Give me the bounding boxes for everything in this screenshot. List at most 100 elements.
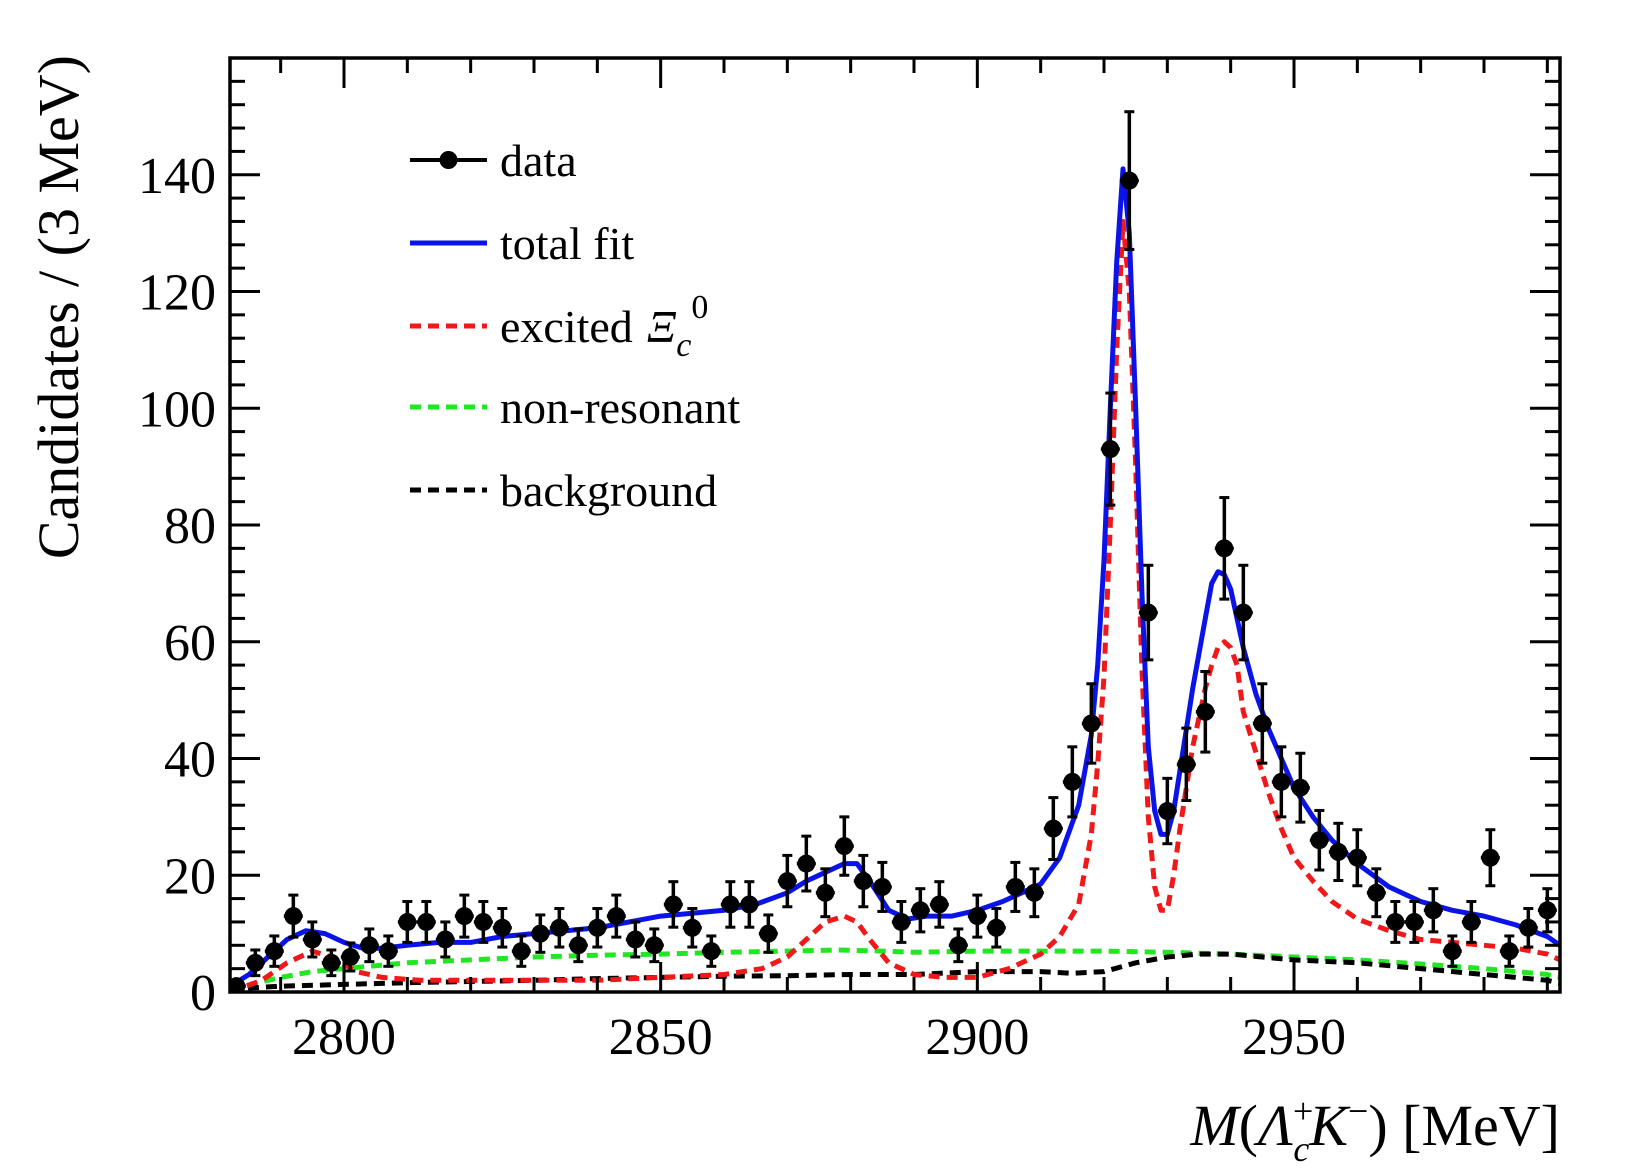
data-marker [341,947,360,966]
data-point [1062,745,1082,819]
fit-curves [230,166,1560,992]
data-point [1043,796,1063,861]
x-tick-label: 2800 [292,1009,396,1066]
legend-label: total fit [500,218,634,269]
data-marker [1272,772,1291,791]
data-point [1423,887,1443,934]
data-marker [1500,942,1519,961]
data-marker [892,912,911,931]
data-point [929,880,949,929]
data-marker [759,924,778,943]
data-marker [778,872,797,891]
data-point [1100,391,1120,507]
legend-item-excited: excited Ξc0 [410,289,708,364]
legend-item-nonres: non-resonant [410,382,740,433]
data-marker [1158,802,1177,821]
data-point [435,920,455,959]
data-marker [1025,883,1044,902]
data-marker [436,930,455,949]
data-point [264,934,284,968]
y-tick-label: 40 [164,732,216,789]
data-marker [816,883,835,902]
data-point [663,880,683,929]
data-point [1271,745,1291,819]
data-marker [721,895,740,914]
legend: data total fit excited Ξc0 non-resonant backg… [410,135,740,516]
data-point [606,893,626,939]
data-marker [230,977,246,992]
data-marker [626,930,645,949]
data-marker [493,918,512,937]
data-point [378,934,398,968]
data-marker [873,877,892,896]
data-marker [1120,171,1139,190]
data-point [834,815,854,877]
curve-excited [230,219,1560,992]
y-tick-label: 20 [164,848,216,905]
data-point [625,920,645,959]
data-marker [949,936,968,955]
data-point [644,927,664,964]
legend-label: data [500,135,577,186]
x-tick-label: 2850 [609,1009,713,1066]
data-marker [854,872,873,891]
data-marker [683,918,702,937]
data-marker [702,942,721,961]
data-marker [1405,912,1424,931]
data-point [1309,808,1329,872]
y-tick-label: 140 [138,148,216,205]
data-marker [797,854,816,873]
curve-nonres [230,947,1560,992]
data-marker [1538,901,1557,920]
data-point [416,900,436,944]
data-point [1081,682,1101,765]
y-tick-label: 60 [164,615,216,672]
data-point [1480,828,1500,888]
data-point [302,920,322,959]
data-marker [1481,848,1500,867]
data-marker [1253,714,1272,733]
data-point [1138,563,1158,662]
data-marker [322,953,341,972]
data-point [1366,867,1386,919]
data-point [720,880,740,929]
x-tick-label: 2900 [925,1009,1029,1066]
legend-label: excited Ξc0 [500,289,708,364]
data-point [397,900,417,944]
data-point [473,900,493,944]
data-marker [1196,702,1215,721]
data-point [777,853,797,909]
data-point [948,927,968,964]
data-point [815,867,835,919]
data-marker [512,942,531,961]
data-marker [664,895,683,914]
data-point [359,927,379,964]
data-point [1461,900,1481,944]
data-point [1214,496,1234,601]
data-point [1499,934,1519,968]
data-point [1347,828,1367,888]
data-marker [569,936,588,955]
data-marker [417,912,436,931]
data-point [245,948,265,978]
data-point [530,913,550,954]
data-marker [379,942,398,961]
data-marker [740,895,759,914]
plot-area [230,110,1560,992]
data-marker [474,912,493,931]
data-points [230,110,1557,992]
data-point [853,853,873,909]
data-point [1252,682,1272,765]
data-marker [588,918,607,937]
data-marker [930,895,949,914]
data-marker [835,837,854,856]
data-marker [1177,755,1196,774]
y-tick-label: 80 [164,498,216,555]
data-point [1404,900,1424,944]
axis-ticks [230,56,1560,994]
legend-item-total: total fit [410,218,634,269]
data-marker [455,907,474,926]
data-point [340,941,360,973]
data-point [549,907,569,949]
